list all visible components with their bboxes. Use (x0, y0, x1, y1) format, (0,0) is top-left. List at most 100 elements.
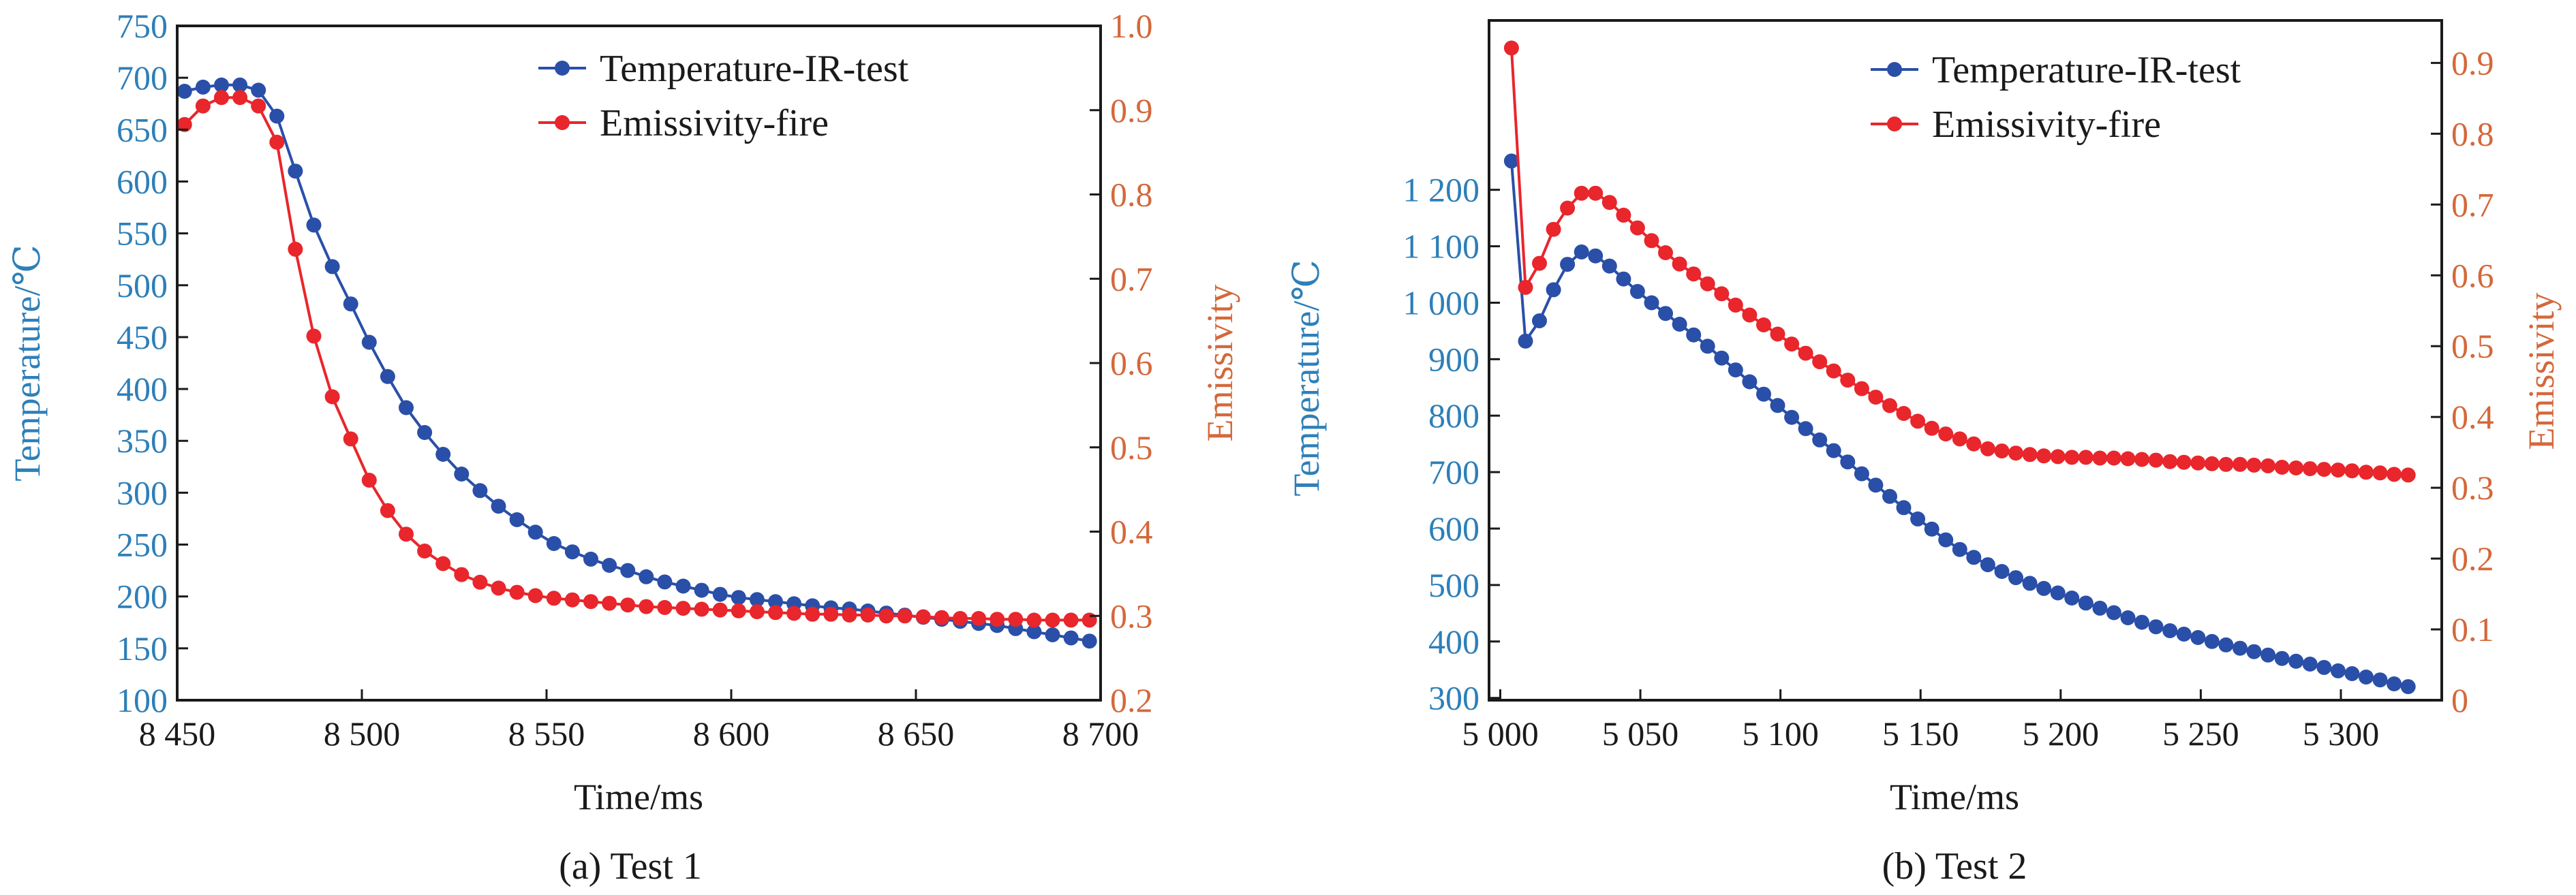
data-point-emissivity-a (269, 134, 285, 150)
data-point-emissivity-a (214, 90, 229, 106)
data-point-emissivity-b (1503, 40, 1519, 56)
data-point-temperature-b (1952, 541, 1967, 557)
data-point-temperature-a (749, 592, 765, 608)
data-point-emissivity-b (1658, 245, 1673, 260)
data-point-temperature-a (564, 544, 580, 560)
data-point-temperature-b (2008, 570, 2023, 586)
data-point-emissivity-a (380, 503, 395, 518)
y2-tick-label-b: 0.7 (2451, 185, 2494, 223)
data-point-emissivity-b (1840, 373, 1856, 388)
data-point-temperature-a (768, 594, 783, 610)
y2-tick-label-a: 0.9 (1110, 91, 1153, 129)
data-point-temperature-b (1980, 557, 1995, 573)
data-point-temperature-b (1601, 258, 1617, 274)
data-point-emissivity-b (2078, 450, 2094, 465)
y2-tick-label-a: 0.4 (1110, 513, 1153, 551)
data-point-emissivity-b (1728, 297, 1743, 313)
data-point-temperature-a (1063, 630, 1079, 646)
data-point-emissivity-b (2387, 467, 2402, 482)
data-point-temperature-b (2050, 585, 2066, 601)
data-point-emissivity-b (2218, 456, 2234, 472)
legend-b: Temperature-IR-test Emissivity-fire (1871, 49, 2241, 146)
data-point-emissivity-b (1882, 398, 1897, 413)
data-point-emissivity-a (306, 328, 322, 344)
series-line-temperature-a (184, 83, 1090, 643)
legend-label-emissivity-b: Emissivity-fire (1932, 104, 2161, 146)
y-tick-label-b: 600 (1428, 509, 1479, 548)
x-tick-label-b: 5 200 (2023, 715, 2100, 753)
data-point-temperature-a (527, 524, 543, 540)
data-point-emissivity-b (2344, 463, 2360, 479)
data-point-temperature-b (2260, 647, 2276, 663)
data-point-temperature-b (1896, 500, 1912, 516)
data-point-temperature-b (1756, 386, 1771, 402)
data-point-temperature-a (472, 483, 488, 499)
data-point-temperature-b (1868, 477, 1884, 493)
x-axis-title-a: Time/ms (574, 776, 703, 817)
data-point-temperature-a (361, 334, 377, 350)
y-tick-label-a: 550 (117, 215, 168, 253)
data-point-emissivity-a (990, 612, 1005, 627)
y2-tick-label-a: 0.8 (1110, 176, 1153, 214)
data-point-emissivity-b (2022, 447, 2038, 462)
ticks-layer-b: 5 000 5 050 5 100 5 150 5 200 5 250 5 300 300 40… (1403, 44, 2494, 753)
data-point-emissivity-b (1952, 431, 1967, 447)
data-point-temperature-b (2288, 653, 2304, 669)
data-point-emissivity-b (1798, 345, 1813, 361)
x-tick-label-a: 8 550 (508, 715, 585, 753)
legend-label-temperature-a: Temperature-IR-test (600, 48, 909, 90)
y-tick-label-a: 300 (117, 473, 168, 512)
data-point-temperature-a (195, 79, 211, 95)
data-point-emissivity-b (1546, 221, 1561, 237)
data-point-emissivity-b (1742, 307, 1758, 323)
y2-tick-label-b: 0.1 (2451, 610, 2494, 648)
x-tick-label-b: 5 100 (1742, 715, 1819, 753)
caption-b: (b) Test 2 (1882, 845, 2027, 888)
y-tick-label-a: 450 (117, 318, 168, 356)
data-point-temperature-a (620, 563, 636, 578)
legend-label-emissivity-a: Emissivity-fire (600, 102, 829, 144)
data-point-emissivity-a (583, 594, 598, 610)
data-point-emissivity-b (1770, 326, 1785, 342)
x-axis-title-b: Time/ms (1890, 776, 2019, 817)
data-point-emissivity-b (1910, 413, 1926, 429)
y2-tick-label-b: 0.2 (2451, 539, 2494, 578)
data-point-emissivity-b (2359, 465, 2374, 480)
data-point-emissivity-a (195, 98, 211, 114)
y2-tick-label-a: 1.0 (1110, 7, 1153, 45)
data-point-temperature-b (1503, 153, 1519, 169)
plot-frame-b (1488, 19, 2443, 702)
data-point-temperature-b (1518, 333, 1533, 349)
data-point-temperature-b (1700, 339, 1715, 354)
y-tick-label-a: 500 (117, 266, 168, 304)
data-point-emissivity-a (823, 606, 839, 622)
data-point-emissivity-b (2274, 460, 2290, 475)
data-point-emissivity-b (2288, 460, 2304, 475)
data-point-emissivity-b (1616, 207, 1631, 223)
y-tick-label-a: 350 (117, 422, 168, 460)
data-point-temperature-a (324, 259, 340, 274)
x-tick-label-b: 5 150 (1882, 715, 1959, 753)
data-point-temperature-b (1686, 327, 1702, 343)
y-tick-label-b: 400 (1428, 623, 1479, 661)
data-point-emissivity-b (1714, 286, 1730, 302)
data-point-temperature-b (1882, 488, 1897, 504)
y-tick-label-b: 500 (1428, 566, 1479, 604)
ticks-layer-a: 8 450 8 500 8 550 8 600 8 650 8 700 100 150 200 2… (117, 7, 1153, 753)
data-point-temperature-b (2274, 650, 2290, 666)
x-tick-label-b: 5 250 (2162, 715, 2239, 753)
data-point-emissivity-b (2106, 450, 2121, 466)
data-point-temperature-a (1045, 627, 1060, 642)
data-point-temperature-b (1714, 350, 1730, 366)
data-point-temperature-b (1658, 306, 1673, 321)
data-point-emissivity-b (2330, 462, 2346, 478)
data-point-emissivity-b (2372, 465, 2388, 481)
data-point-emissivity-a (768, 605, 783, 621)
x-tick-label-b: 5 300 (2303, 715, 2380, 753)
data-point-temperature-a (214, 77, 229, 93)
y-tick-label-a: 200 (117, 578, 168, 616)
data-point-temperature-a (491, 499, 506, 514)
data-point-emissivity-b (2260, 458, 2276, 473)
data-point-emissivity-b (2400, 467, 2416, 483)
data-point-emissivity-a (564, 592, 580, 608)
